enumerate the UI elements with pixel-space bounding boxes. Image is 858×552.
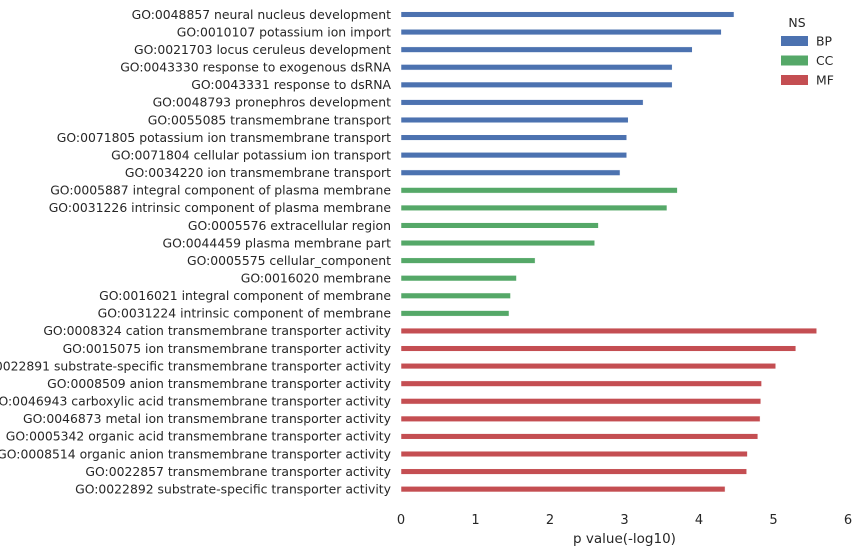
bar-mf — [400, 380, 762, 387]
category-label: GO:0048857 neural nucleus development — [132, 7, 392, 22]
category-label: GO:0021703 locus ceruleus development — [134, 42, 391, 57]
category-label: GO:0071804 cellular potassium ion transp… — [111, 147, 391, 162]
category-label: GO:0044459 plasma membrane part — [162, 235, 391, 250]
category-labels: GO:0048857 neural nucleus development GO:… — [0, 7, 392, 497]
bar-cc — [400, 275, 517, 282]
legend-label-bp: BP — [816, 34, 833, 49]
x-tick-label: 6 — [844, 513, 852, 528]
category-label: GO:0071805 potassium ion transmembrane t… — [57, 130, 391, 145]
legend-swatch-cc — [781, 55, 808, 66]
bar-mf — [400, 415, 761, 422]
bar-bp — [400, 116, 629, 124]
category-label: GO:0031224 intrinsic component of membra… — [98, 306, 391, 321]
category-label: GO:0005887 integral component of plasma … — [50, 183, 391, 198]
category-label: GO:0046943 carboxylic acid transmembrane… — [0, 394, 391, 409]
legend-swatch-bp — [781, 36, 808, 46]
category-label: GO:0031226 intrinsic component of plasma… — [49, 200, 391, 215]
category-label: GO:0008514 organic anion transmembrane t… — [0, 446, 391, 461]
category-label: GO:0005575 cellular_component — [187, 253, 391, 268]
x-axis-ticks: 0 1 2 3 4 5 6 — [397, 513, 852, 528]
x-axis-label: p value(-log10) — [573, 531, 676, 547]
bar-mf — [400, 450, 748, 458]
category-label: GO:0055085 transmembrane transport — [148, 112, 391, 127]
bar-bp — [400, 64, 673, 71]
category-label: GO:0046873 metal ion transmembrane trans… — [23, 411, 391, 426]
category-label: GO:0016020 membrane — [241, 271, 391, 286]
legend-label-cc: CC — [816, 53, 833, 68]
category-label: GO:0005576 extracellular region — [188, 218, 391, 233]
bar-bp — [400, 134, 627, 141]
bar-cc — [400, 257, 536, 264]
category-label: GO:0043330 response to exogenous dsRNA — [120, 60, 391, 75]
bar-mf — [400, 468, 747, 475]
bars-layer — [400, 11, 817, 493]
bar-bp — [400, 169, 621, 176]
x-tick-label: 4 — [695, 513, 703, 528]
bar-cc — [400, 292, 511, 299]
x-tick-label: 5 — [769, 513, 777, 528]
category-label: GO:0022891 substrate-specific transmembr… — [0, 358, 391, 373]
legend-swatch-mf — [781, 75, 808, 85]
bar-cc — [400, 239, 595, 247]
bar-mf — [400, 486, 726, 493]
bar-bp — [400, 99, 644, 106]
bar-bp — [400, 29, 722, 36]
bar-bp — [400, 46, 693, 53]
x-tick-label: 3 — [620, 513, 628, 528]
legend: NS BP CC MF — [781, 15, 834, 88]
category-label: GO:0008509 anion transmembrane transport… — [47, 376, 391, 391]
category-label: GO:0015075 ion transmembrane transporter… — [63, 341, 391, 356]
bar-cc — [400, 222, 599, 229]
bar-mf — [400, 327, 817, 334]
category-label: GO:0008324 cation transmembrane transpor… — [43, 323, 391, 338]
bar-cc — [400, 310, 510, 317]
category-label: GO:0022857 transmembrane transporter act… — [85, 464, 391, 479]
legend-label-mf: MF — [816, 73, 834, 88]
category-label: GO:0048793 pronephros development — [153, 95, 392, 110]
category-label: GO:0005342 organic acid transmembrane tr… — [6, 429, 391, 444]
legend-title: NS — [788, 15, 805, 30]
bar-bp — [400, 81, 673, 88]
bar-bp — [400, 152, 627, 159]
bar-mf — [400, 363, 776, 370]
category-label: GO:0043331 response to dsRNA — [191, 77, 391, 92]
bar-mf — [400, 345, 797, 352]
bar-cc — [400, 187, 678, 194]
x-tick-label: 2 — [546, 513, 554, 528]
category-label: GO:0016021 integral component of membran… — [99, 288, 391, 303]
x-tick-label: 1 — [471, 513, 479, 528]
x-tick-label: 0 — [397, 513, 405, 528]
bar-mf — [400, 398, 762, 405]
category-label: GO:0010107 potassium ion import — [177, 24, 391, 39]
bar-cc — [400, 204, 668, 211]
bar-mf — [400, 433, 759, 440]
category-label: GO:0022892 substrate-specific transporte… — [75, 481, 391, 496]
bar-bp — [400, 11, 735, 18]
category-label: GO:0034220 ion transmembrane transport — [125, 165, 391, 180]
